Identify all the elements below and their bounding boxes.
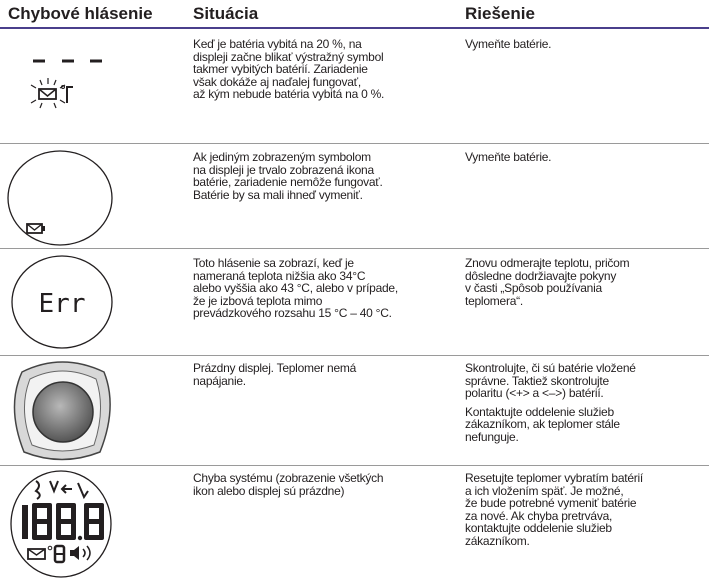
text-line: Chyba systému (zobrazenie všetkých	[193, 471, 384, 485]
text-line: Keď je batéria vybitá na 20 %, na	[193, 37, 362, 51]
text-line: v časti „Spôsob používania	[465, 281, 602, 296]
paragraph: Skontrolujte, či sú batérie vložené správ…	[465, 362, 636, 400]
display-text: Err	[39, 289, 86, 319]
solution-cell: Vymeňte batérie.	[465, 37, 552, 57]
text-line: polaritu (<+> a <–>) batérií.	[465, 386, 604, 401]
text-line: ikon alebo displej sú prázdne)	[193, 483, 345, 498]
solution-cell: Znovu odmerajte teplotu, pričom dôsledne …	[465, 256, 630, 313]
text-line: napájanie.	[193, 373, 246, 388]
row-rule	[0, 465, 709, 466]
text-line: kontaktujte oddelenie služieb	[465, 521, 612, 536]
text-line: Prázdny displej. Teplomer nemá	[193, 361, 357, 375]
row-rule	[0, 143, 709, 144]
text-line: Kontaktujte oddelenie služieb	[465, 404, 614, 419]
situation-cell: Keď je batéria vybitá na 20 %, na displej…	[193, 38, 384, 101]
text-line: Skontrolujte, či sú batérie vložené	[465, 361, 636, 375]
text-line: za nové. Ak chyba pretrváva,	[465, 508, 613, 523]
text-line: Vymeňte batérie.	[465, 37, 552, 51]
text-line: nefunguje.	[465, 429, 519, 444]
paragraph: Kontaktujte oddelenie služieb zákazníkom,…	[465, 406, 636, 444]
paragraph: Vymeňte batérie.	[465, 150, 552, 164]
text-line: Toto hlásenie sa zobrazí, keď je	[193, 256, 354, 270]
text-line: že je izbová teplota mimo	[193, 293, 323, 308]
text-line: zákazníkom, ak teplomer stále	[465, 417, 620, 432]
situation-cell: Toto hlásenie sa zobrazí, keď je nameraná…	[193, 257, 398, 320]
situation-cell: Prázdny displej. Teplomer nemá napájanie.	[193, 362, 356, 387]
low-battery-icon	[30, 59, 102, 109]
text-line: Resetujte teplomer vybratím batérií	[465, 471, 643, 485]
text-line: alebo vyššia ako 43 °C, alebo v prípade,	[193, 281, 398, 296]
paragraph: Znovu odmerajte teplotu, pričom dôsledne …	[465, 256, 630, 308]
text-line: Znovu odmerajte teplotu, pričom	[465, 256, 630, 270]
row-rule	[0, 248, 709, 249]
header-rule	[0, 27, 709, 29]
error-icon: Err	[11, 255, 113, 349]
solution-cell: Resetujte teplomer vybratím batérií a ich…	[465, 472, 643, 554]
solution-cell: Vymeňte batérie.	[465, 150, 552, 170]
row-rule	[0, 355, 709, 356]
text-line: však dokáže aj naďalej fungovať,	[193, 74, 361, 89]
column-header: Riešenie	[465, 4, 535, 23]
battery-only-icon	[7, 150, 113, 246]
blank-display-icon	[13, 361, 111, 461]
system-error-icon	[10, 470, 112, 578]
text-line: správne. Taktiež skontrolujte	[465, 373, 609, 388]
text-line: a ich vložením späť. Je možné,	[465, 483, 624, 498]
text-line: až kým nebude batéria vybitá na 0 %.	[193, 87, 385, 102]
text-line: Ak jediným zobrazeným symbolom	[193, 150, 371, 164]
text-line: že bude potrebné vymeniť batérie	[465, 496, 637, 511]
text-line: zákazníkom.	[465, 533, 530, 548]
situation-cell: Ak jediným zobrazeným symbolom na displej…	[193, 151, 383, 201]
text-line: teplomera“.	[465, 293, 523, 308]
text-line: dôsledne dodržiavajte pokyny	[465, 268, 617, 283]
text-line: nameraná teplota nižšia ako 34°C	[193, 268, 366, 283]
column-header: Chybové hlásenie	[8, 4, 153, 23]
text-line: prevádzkového rozsahu 15 °C – 40 °C.	[193, 306, 392, 321]
paragraph: Vymeňte batérie.	[465, 37, 552, 51]
text-line: Batérie by sa mali ihneď vymeniť.	[193, 187, 363, 202]
solution-cell: Skontrolujte, či sú batérie vložené správ…	[465, 362, 636, 450]
text-line: displeji začne blikať výstražný symbol	[193, 49, 384, 64]
text-line: batérie, zariadenie nemôže fungovať.	[193, 175, 383, 190]
paragraph: Resetujte teplomer vybratím batérií a ich…	[465, 472, 643, 548]
column-header: Situácia	[193, 4, 259, 23]
situation-cell: Chyba systému (zobrazenie všetkých ikon a…	[193, 471, 384, 498]
text-line: na displeji je trvalo zobrazená ikona	[193, 162, 374, 177]
text-line: Vymeňte batérie.	[465, 150, 552, 164]
text-line: takmer vybitých batérií. Zariadenie	[193, 62, 368, 77]
